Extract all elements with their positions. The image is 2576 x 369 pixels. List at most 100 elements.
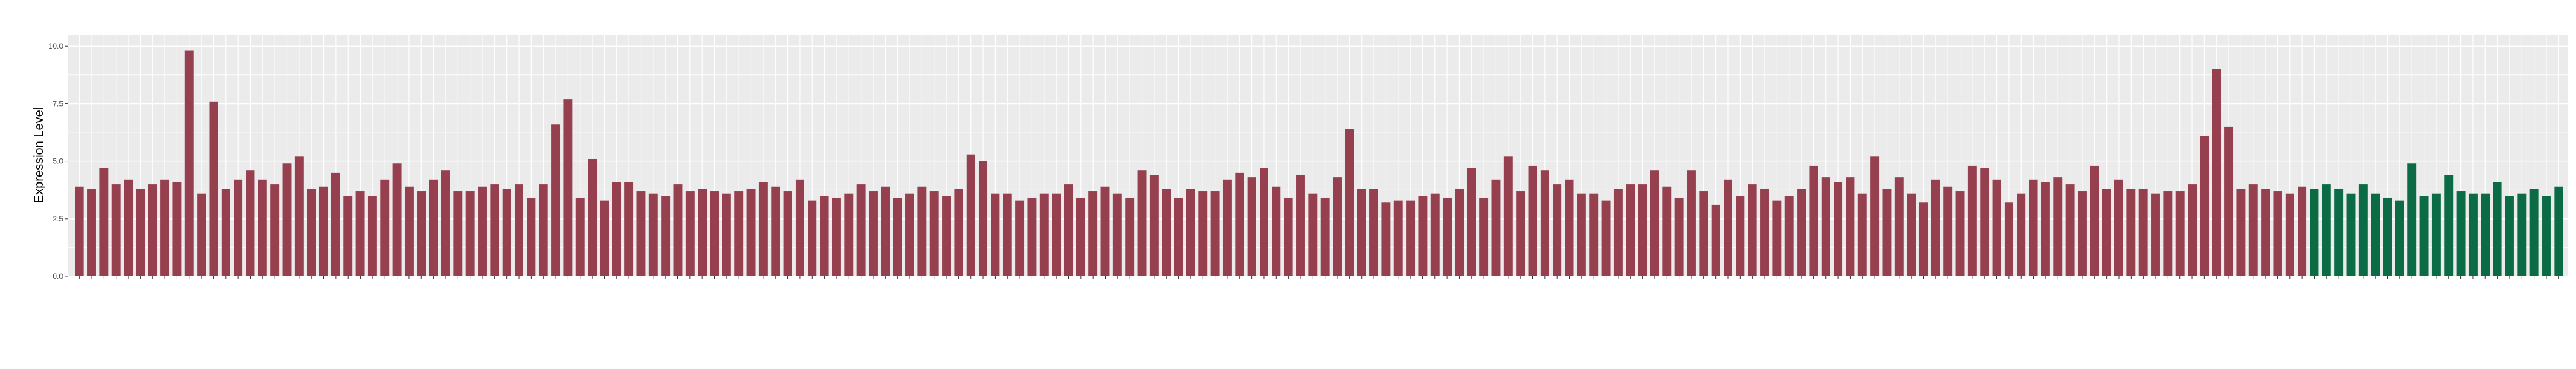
bar — [1064, 184, 1073, 276]
bar — [1491, 179, 1501, 276]
bar — [808, 200, 817, 276]
bar — [1235, 172, 1244, 276]
bar — [1809, 165, 1818, 276]
bar — [710, 191, 719, 276]
bar — [734, 191, 744, 276]
bar — [1137, 170, 1147, 276]
bar — [820, 196, 829, 276]
bar — [929, 191, 939, 276]
bar — [148, 184, 157, 276]
bar — [2273, 191, 2282, 276]
bar — [2236, 189, 2246, 276]
bar — [979, 161, 988, 276]
bar — [1834, 182, 1843, 276]
bar — [2077, 191, 2087, 276]
bar — [2383, 197, 2392, 276]
bar — [636, 191, 646, 276]
bar — [441, 170, 450, 276]
bar — [1955, 191, 1965, 276]
bar — [1613, 189, 1623, 276]
bar — [1967, 165, 1977, 276]
bar — [795, 179, 804, 276]
bar — [172, 182, 182, 276]
bar — [2248, 184, 2258, 276]
bar — [2358, 184, 2368, 276]
bar — [2163, 191, 2173, 276]
bar — [1284, 197, 1293, 276]
bar — [1015, 200, 1025, 276]
bar — [404, 186, 414, 276]
bar — [722, 193, 731, 276]
bar — [2261, 189, 2270, 276]
bar — [758, 182, 768, 276]
bar — [1638, 184, 1647, 276]
bar — [1100, 186, 1110, 276]
bar — [1259, 168, 1268, 276]
bar — [661, 196, 671, 276]
bar — [1210, 191, 1220, 276]
bar — [2053, 177, 2063, 276]
bar — [1467, 168, 1476, 276]
bar — [648, 193, 658, 276]
bar — [1333, 177, 1342, 276]
bar — [1931, 179, 1940, 276]
bar — [478, 186, 487, 276]
bar — [832, 197, 841, 276]
bar — [1272, 186, 1281, 276]
bar — [1992, 179, 2001, 276]
bar — [234, 179, 243, 276]
bar — [1943, 186, 1953, 276]
bar — [1112, 193, 1122, 276]
bar — [905, 193, 914, 276]
bar — [844, 193, 854, 276]
bar — [1724, 179, 1732, 276]
bar — [1821, 177, 1830, 276]
bar — [319, 186, 328, 276]
bar — [1797, 189, 1806, 276]
bar — [2322, 184, 2331, 276]
bar — [2395, 200, 2404, 276]
bar — [1345, 129, 1354, 276]
bar — [917, 186, 927, 276]
bar — [1662, 186, 1672, 276]
bar — [1772, 200, 1782, 276]
bar — [1296, 175, 1305, 276]
bar — [2505, 196, 2514, 276]
bar — [2419, 196, 2429, 276]
bar — [2310, 189, 2319, 276]
bar — [2529, 189, 2539, 276]
bar — [1601, 200, 1611, 276]
bar — [2065, 184, 2075, 276]
x-axis — [79, 276, 2559, 279]
bar — [2554, 186, 2563, 276]
bar — [1443, 197, 1452, 276]
bar — [588, 158, 597, 276]
bar — [2114, 179, 2123, 276]
bar — [600, 200, 609, 276]
bar — [1357, 189, 1366, 276]
bar — [1222, 179, 1232, 276]
bar — [2029, 179, 2038, 276]
bar — [563, 99, 573, 276]
bar — [307, 189, 316, 276]
bar — [966, 154, 975, 276]
y-tick-label: 5.0 — [52, 157, 63, 166]
bar — [111, 184, 121, 276]
bar — [367, 196, 377, 276]
bar — [2188, 184, 2197, 276]
bar — [294, 156, 304, 276]
bar — [2468, 193, 2478, 276]
bar — [1125, 197, 1135, 276]
bar — [1039, 193, 1049, 276]
bar — [2212, 69, 2221, 277]
bar — [221, 189, 230, 276]
bar — [429, 179, 438, 276]
bar — [465, 191, 475, 276]
bar — [2004, 202, 2013, 276]
bar — [869, 191, 878, 276]
bar — [2102, 189, 2111, 276]
bar — [1699, 191, 1708, 276]
bar — [380, 179, 390, 276]
bar — [502, 189, 511, 276]
